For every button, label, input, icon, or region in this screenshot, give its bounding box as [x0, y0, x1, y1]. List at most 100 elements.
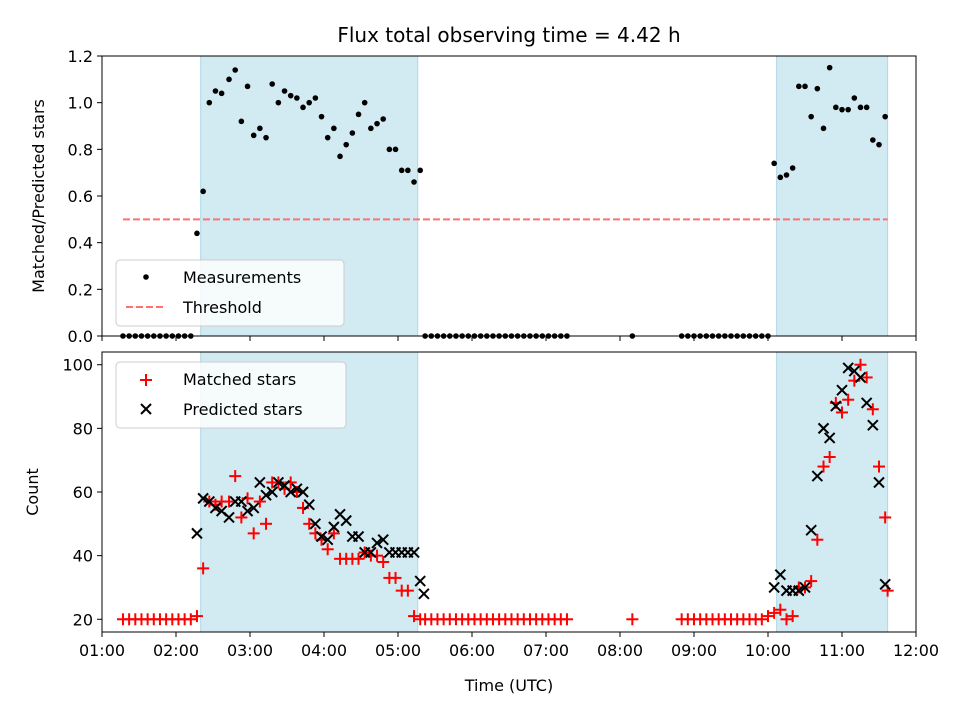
- measurement-point: [417, 167, 424, 174]
- top-y-axis-label: Matched/Predicted stars: [29, 99, 48, 293]
- top-y-tick-label: 0.4: [68, 234, 93, 253]
- predicted-star-point: [291, 483, 303, 495]
- x-tick-label: 12:00: [893, 641, 939, 660]
- measurement-point: [405, 167, 411, 174]
- matched-star-point: [879, 511, 892, 524]
- predicted-star-point: [266, 486, 278, 498]
- bottom-y-tick-label: 80: [73, 419, 93, 438]
- matched-star-point: [321, 543, 334, 556]
- predicted-star-point: [418, 588, 430, 600]
- x-tick-label: 04:00: [301, 641, 347, 660]
- measurement-point: [226, 76, 232, 83]
- predicted-star-point: [247, 502, 260, 514]
- predicted-star-point: [414, 575, 426, 587]
- matched-star-point: [260, 517, 273, 530]
- matched-star-point: [327, 527, 340, 540]
- measurement-point: [863, 104, 870, 111]
- measurement-point: [275, 99, 282, 106]
- measurement-point: [771, 160, 777, 167]
- measurement-point: [826, 64, 833, 71]
- top-plot-frame: [101, 55, 917, 337]
- x-tick-label: 05:00: [375, 641, 421, 660]
- legend-predicted-marker: [140, 403, 152, 415]
- bottom-y-axis-label: Count: [23, 468, 42, 516]
- measurement-point: [398, 167, 405, 174]
- matched-star-point: [229, 470, 242, 483]
- matched-star-point: [560, 613, 573, 626]
- predicted-star-point: [817, 422, 830, 435]
- predicted-star-point: [191, 527, 203, 540]
- measurement-point: [287, 92, 294, 99]
- predicted-star-point: [340, 514, 352, 527]
- measurement-point: [343, 141, 350, 148]
- predicted-star-point: [879, 578, 891, 590]
- measurement-point: [870, 137, 876, 143]
- x-tick-label: 07:00: [523, 641, 569, 660]
- bottom-legend: Matched stars Predicted stars: [115, 361, 347, 429]
- bottom-plot-frame: [101, 351, 917, 633]
- matched-star-point: [854, 358, 867, 371]
- measurement-point: [355, 111, 362, 118]
- matched-star-point: [253, 495, 266, 508]
- top-y-tick-label: 0.6: [68, 187, 93, 206]
- matched-star-point: [762, 610, 774, 623]
- measurement-point: [257, 125, 263, 132]
- measurement-point: [337, 153, 343, 160]
- predicted-star-point: [209, 502, 222, 514]
- predicted-star-point: [867, 419, 879, 431]
- measurement-point: [789, 165, 796, 171]
- predicted-star-point: [315, 530, 328, 543]
- bottom-panel: 20 40 60 80 100 01:00 02:00 03:00 04:00 05:00 06:…: [23, 351, 939, 695]
- predicted-star-point: [377, 534, 389, 546]
- measurement-point: [306, 99, 313, 106]
- legend-matched-marker: [140, 374, 152, 386]
- matched-star-point: [401, 584, 414, 597]
- predicted-star-point: [805, 524, 817, 536]
- legend-matched-label: Matched stars: [183, 370, 296, 389]
- matched-star-point: [197, 562, 210, 575]
- predicted-star-point: [365, 546, 377, 559]
- measurement-point: [851, 95, 858, 101]
- measurement-point: [368, 125, 374, 132]
- x-tick-label: 03:00: [227, 641, 273, 660]
- measurement-point: [281, 88, 288, 94]
- measurement-point: [349, 130, 356, 136]
- measurement-point: [839, 106, 845, 113]
- measurement-point: [200, 188, 206, 195]
- measurement-point: [250, 132, 257, 139]
- measurement-point: [392, 146, 399, 153]
- measurement-point: [212, 88, 219, 94]
- matched-star-point: [755, 613, 768, 626]
- predicted-star-point: [793, 584, 805, 597]
- measurement-point: [777, 174, 784, 181]
- measurement-point: [300, 104, 306, 111]
- x-tick-label: 06:00: [449, 641, 495, 660]
- matched-star-point: [805, 575, 818, 588]
- predicted-star-point: [309, 518, 322, 530]
- measurement-point: [318, 113, 325, 120]
- matched-star-point: [768, 606, 781, 619]
- top-y-tick-label: 0.8: [68, 140, 93, 159]
- matched-star-point: [377, 556, 390, 568]
- measurement-point: [294, 95, 300, 101]
- measurement-point: [845, 106, 851, 113]
- top-panel: 0.0 0.2 0.4 0.6 0.8 1.0 1.2 Flux total observi…: [29, 23, 917, 346]
- predicted-star-point: [297, 486, 309, 498]
- measurement-point: [194, 230, 200, 237]
- measurement-point: [796, 83, 802, 90]
- predicted-stars-series: [191, 362, 891, 600]
- matched-star-point: [817, 460, 830, 473]
- matched-star-point: [352, 552, 365, 565]
- matched-star-point: [780, 613, 793, 626]
- predicted-star-point: [811, 470, 824, 482]
- bottom-x-axis: 01:00 02:00 03:00 04:00 05:00 06:00 07:00 08:00…: [79, 632, 939, 660]
- predicted-star-point: [328, 521, 340, 533]
- bottom-y-axis: 20 40 60 80 100: [62, 356, 102, 629]
- matched-star-point: [303, 517, 316, 530]
- measurement-point: [820, 125, 827, 132]
- measurement-point: [882, 113, 888, 120]
- bottom-y-tick-label: 20: [73, 610, 93, 629]
- top-y-tick-label: 1.0: [68, 94, 93, 113]
- predicted-star-point: [408, 546, 420, 559]
